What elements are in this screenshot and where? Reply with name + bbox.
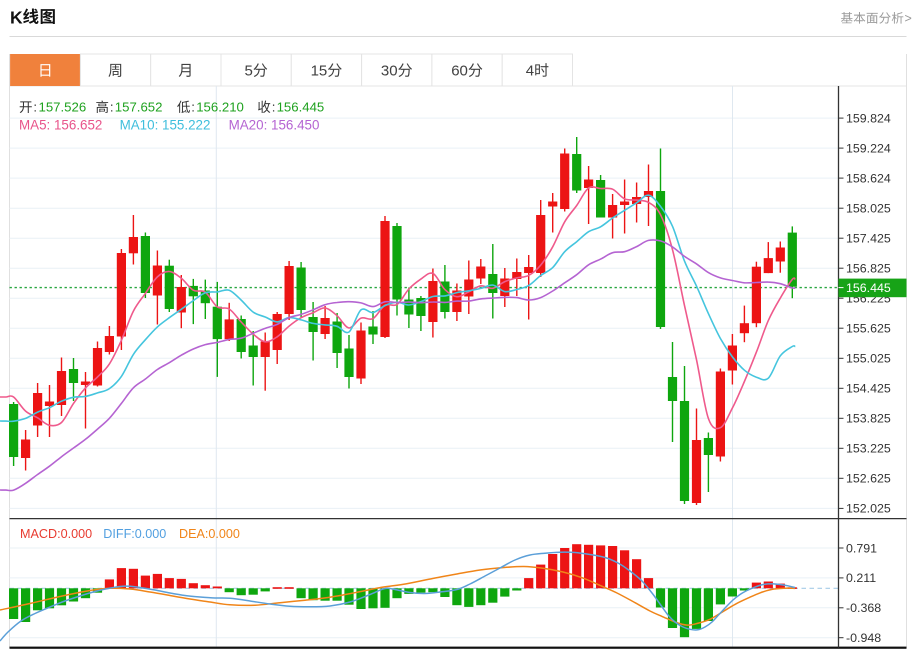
svg-text:DIFF:0.000: DIFF:0.000 xyxy=(103,527,166,541)
svg-text:60: 60 xyxy=(451,63,468,80)
svg-text:156.445: 156.445 xyxy=(277,100,325,115)
svg-text:0.211: 0.211 xyxy=(846,571,876,585)
svg-text:159.224: 159.224 xyxy=(846,141,891,155)
svg-text:K: K xyxy=(10,8,23,28)
svg-text:158.624: 158.624 xyxy=(846,171,891,185)
svg-text:5: 5 xyxy=(245,63,253,80)
svg-text:DEA:0.000: DEA:0.000 xyxy=(179,527,240,541)
svg-text:30: 30 xyxy=(381,63,398,80)
svg-text:152.025: 152.025 xyxy=(846,502,891,516)
svg-text:157.526: 157.526 xyxy=(39,100,87,115)
svg-text:-0.948: -0.948 xyxy=(846,631,881,645)
svg-text:MACD:0.000: MACD:0.000 xyxy=(20,527,92,541)
svg-text:153.825: 153.825 xyxy=(846,412,891,426)
svg-text::: : xyxy=(272,100,276,115)
svg-text:153.225: 153.225 xyxy=(846,442,891,456)
svg-text:158.025: 158.025 xyxy=(846,202,891,216)
svg-text:155.025: 155.025 xyxy=(846,352,891,366)
svg-text:4: 4 xyxy=(526,63,534,80)
svg-text:155.625: 155.625 xyxy=(846,322,891,336)
svg-text:156.445: 156.445 xyxy=(846,281,891,295)
svg-text::: : xyxy=(33,100,37,115)
svg-text:152.625: 152.625 xyxy=(846,472,891,486)
svg-text:156.825: 156.825 xyxy=(846,262,891,276)
svg-text::: : xyxy=(191,100,195,115)
svg-text:-0.368: -0.368 xyxy=(846,601,881,615)
svg-text:156.210: 156.210 xyxy=(196,100,244,115)
svg-text::: : xyxy=(110,100,114,115)
svg-text:MA20: 156.450: MA20: 156.450 xyxy=(229,117,320,132)
svg-text:15: 15 xyxy=(311,63,328,80)
svg-text:0.791: 0.791 xyxy=(846,541,877,555)
svg-text:MA5: 156.652: MA5: 156.652 xyxy=(19,117,102,132)
svg-text:159.824: 159.824 xyxy=(846,111,891,125)
svg-text:>: > xyxy=(905,12,912,26)
svg-text:MA10: 155.222: MA10: 155.222 xyxy=(120,117,211,132)
svg-text:157.652: 157.652 xyxy=(115,100,163,115)
svg-text:157.425: 157.425 xyxy=(846,232,891,246)
svg-text:154.425: 154.425 xyxy=(846,382,891,396)
